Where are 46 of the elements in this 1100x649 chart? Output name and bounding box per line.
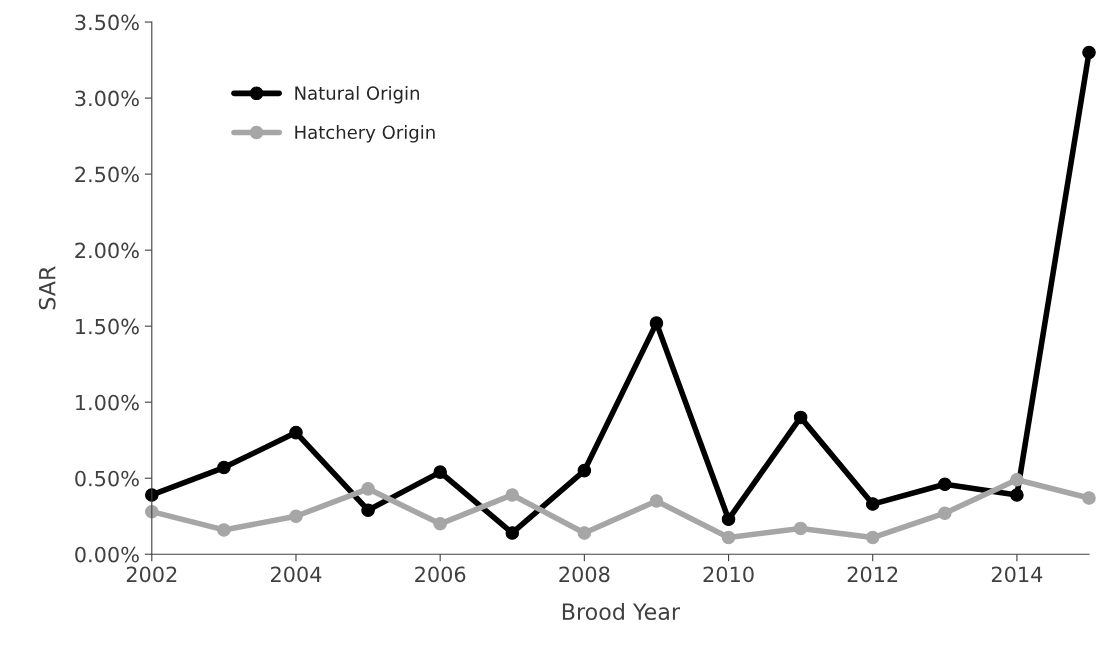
point [793,521,808,536]
y-tick-label: 2.50% [75,166,139,183]
point [1010,488,1024,502]
y-tick-label: 0.00% [75,546,139,563]
point [289,509,303,523]
point [938,506,952,520]
point [938,477,952,492]
y-tick-label: 1.00% [76,394,139,411]
point [217,523,231,537]
point [1010,472,1024,487]
y-tick-label: 1.50% [76,318,139,335]
point [865,530,880,545]
point [505,526,520,540]
x-tick-label: 2008 [559,566,610,583]
point [1082,491,1096,505]
point [289,425,303,440]
point [145,504,159,519]
x-tick-label: 2010 [703,566,754,583]
point [433,517,447,531]
legend-label: Natural Origin [295,85,419,104]
y-tick-label: 3.00% [75,90,139,107]
y-tick-label: 0.50% [75,470,139,487]
x-tick-label: 2006 [415,566,466,583]
point [865,497,880,511]
x-tick-label: 2012 [847,566,898,583]
point [649,494,664,508]
point [361,482,375,496]
y-axis-title: SAR [38,266,56,310]
point [361,503,375,517]
point [577,463,592,478]
point [217,460,231,475]
x-tick-label: 2004 [271,566,322,583]
x-axis-title: Brood Year [562,602,681,621]
point [505,488,520,502]
point [649,316,664,330]
y-tick-label: 2.00% [75,242,139,259]
x-tick-label: 2002 [126,566,177,583]
point [577,526,592,540]
point [1082,45,1096,60]
point [721,512,736,527]
point [793,410,808,425]
legend-label: Hatchery Origin [295,125,435,143]
point [721,530,736,545]
x-tick-label: 2014 [991,566,1043,583]
point [433,465,447,479]
y-tick-label: 3.50% [75,14,139,31]
